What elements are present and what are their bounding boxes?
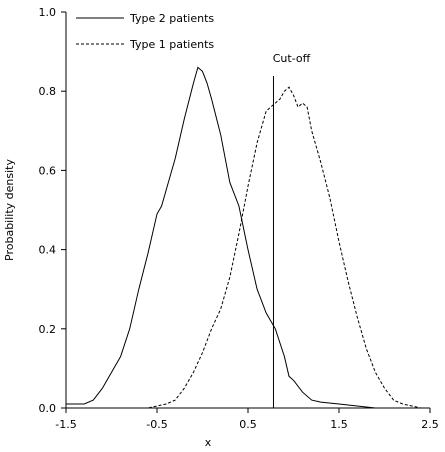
y-tick-label: 0.6 bbox=[39, 164, 57, 177]
curves bbox=[66, 66, 422, 409]
y-tick-label: 1.0 bbox=[39, 6, 57, 19]
x-tick-label: -1.5 bbox=[55, 418, 76, 431]
series-line-type-2 bbox=[66, 66, 376, 409]
x-tick-label: -0.5 bbox=[146, 418, 167, 431]
y-tick-label: 0.0 bbox=[39, 402, 57, 415]
ticks: 0.0 0.2 0.4 0.6 0.8 1.0 -1.5 -0.5 0.5 1.5 2.5 bbox=[39, 6, 439, 431]
x-tick-label: 2.5 bbox=[421, 418, 439, 431]
legend-label: Type 1 patients bbox=[129, 38, 214, 51]
x-tick-label: 1.5 bbox=[330, 418, 348, 431]
cutoff-group: Cut-off bbox=[273, 52, 311, 408]
legend-label: Type 2 patients bbox=[129, 12, 214, 25]
y-axis-label: Probability density bbox=[3, 159, 16, 261]
x-tick-label: 0.5 bbox=[239, 418, 257, 431]
series-line-type-1 bbox=[138, 86, 422, 409]
y-tick-label: 0.2 bbox=[39, 323, 57, 336]
y-tick-label: 0.8 bbox=[39, 85, 57, 98]
legend: Type 2 patients Type 1 patients bbox=[76, 12, 214, 51]
axes bbox=[65, 12, 430, 409]
cutoff-label: Cut-off bbox=[273, 52, 311, 65]
y-tick-label: 0.4 bbox=[39, 244, 57, 257]
x-axis-label: x bbox=[205, 436, 212, 449]
